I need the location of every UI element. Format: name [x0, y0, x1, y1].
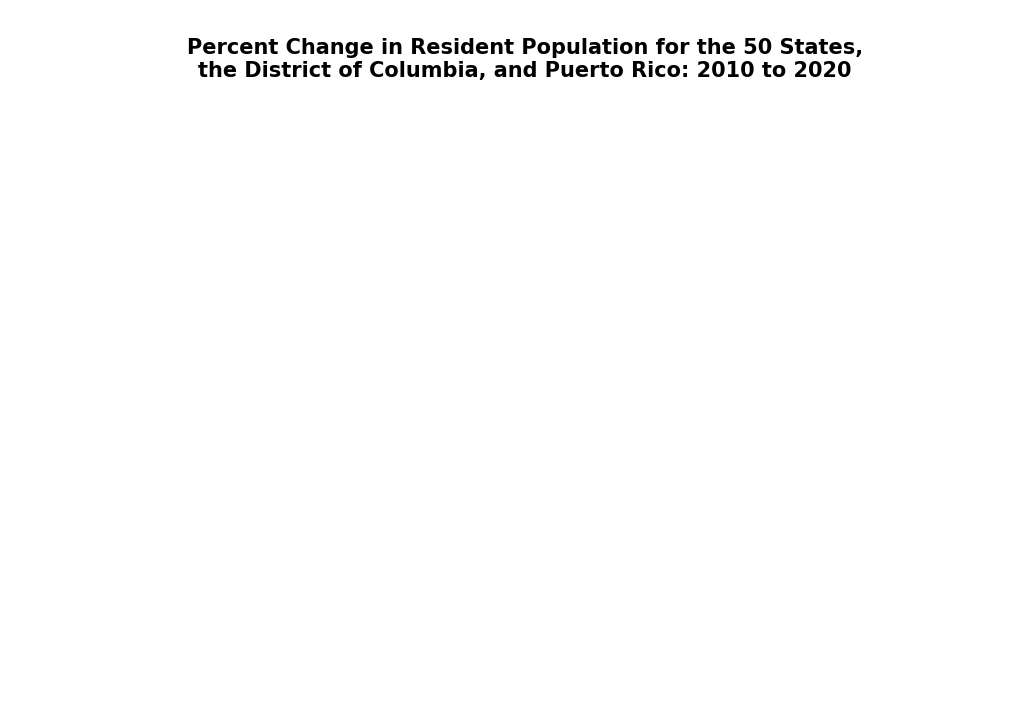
- Title: Percent Change in Resident Population for the 50 States,
the District of Columbi: Percent Change in Resident Population fo…: [186, 38, 863, 81]
